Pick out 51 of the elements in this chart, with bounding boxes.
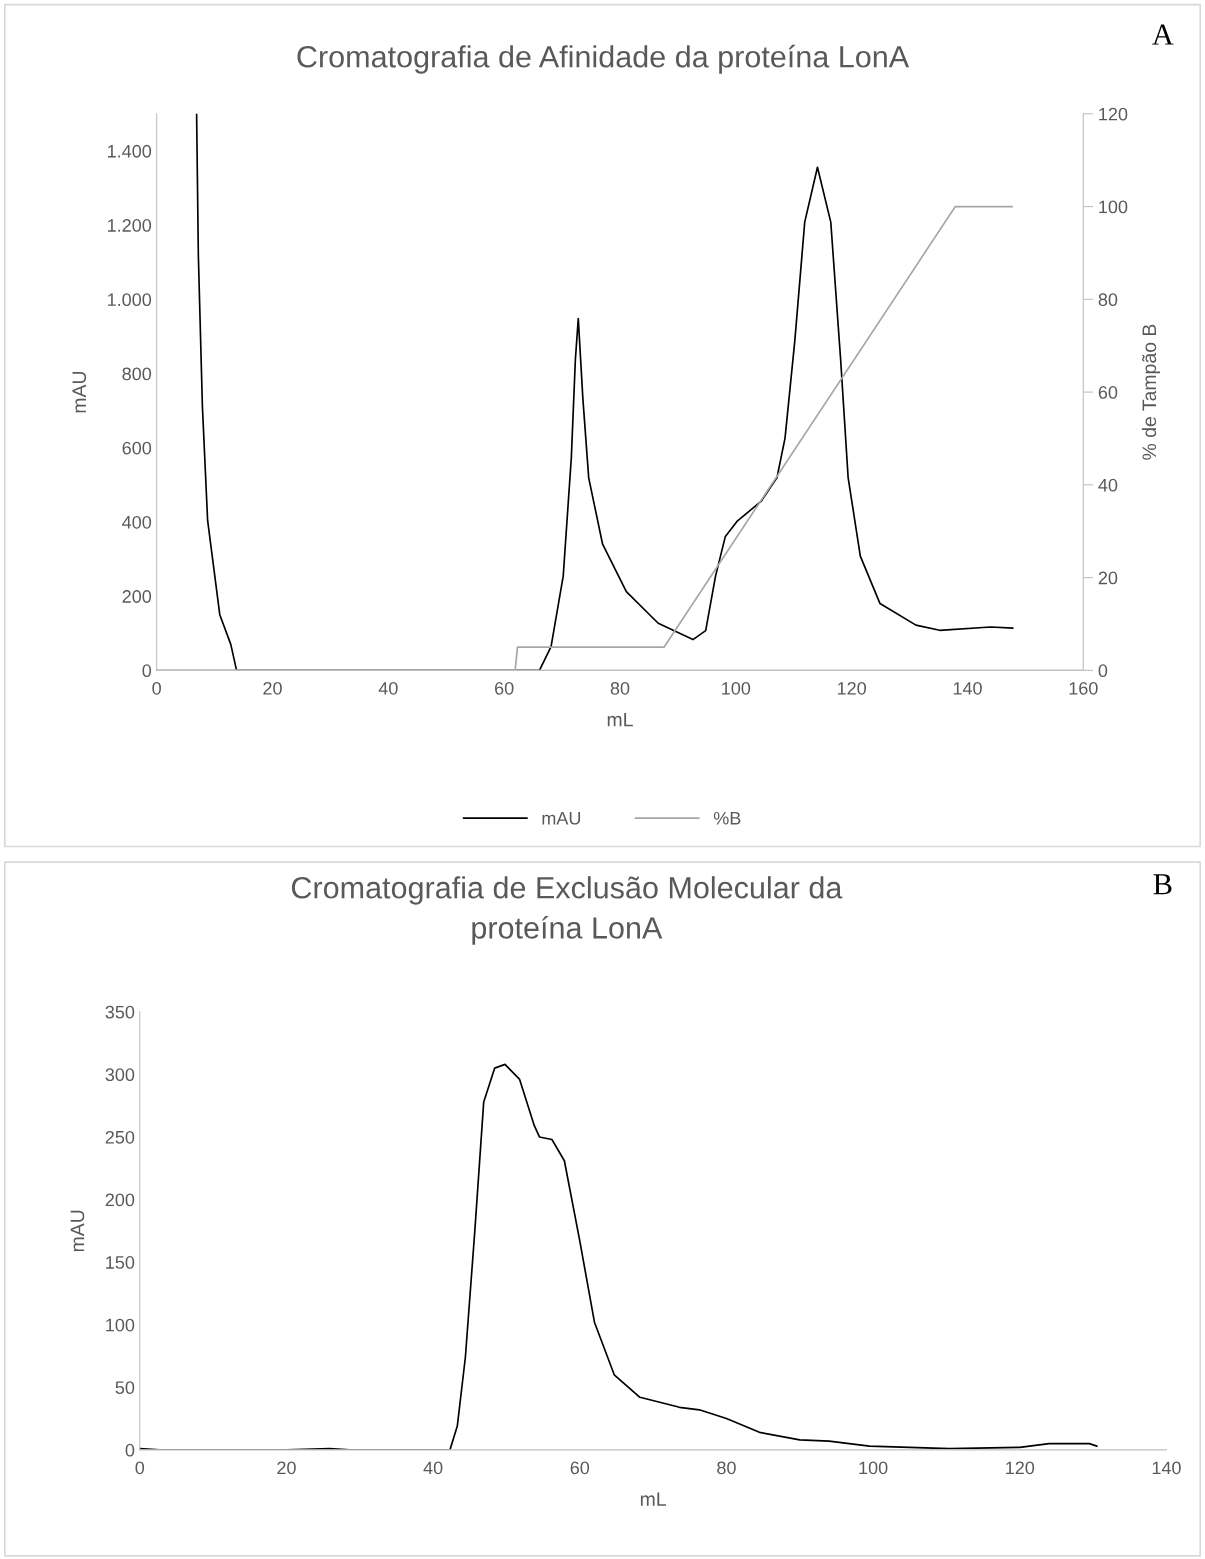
x-tick-label: 120 [837, 681, 866, 695]
x-tick-label: 140 [1152, 1461, 1181, 1475]
chart-title: Cromatografia de Exclusão Molecular da proteína LonA [291, 876, 843, 945]
y-tick-label: 50 [115, 1381, 135, 1395]
y-tick-label: 1.200 [107, 219, 152, 232]
y2-axis-title: % de Tampão B [1141, 324, 1161, 460]
legend-label: %B [713, 811, 741, 825]
y-tick-label: 1.000 [107, 293, 152, 307]
x-tick-label: 160 [1069, 681, 1098, 695]
x-tick-label: 20 [263, 681, 282, 695]
y-tick-label: 200 [105, 1193, 135, 1207]
x-tick-label: 60 [570, 1461, 590, 1475]
line-series [195, 113, 1014, 671]
x-tick-label: 100 [859, 1461, 888, 1475]
y2-tick-label: 40 [1098, 478, 1118, 492]
y2-tick-label: 60 [1098, 386, 1118, 399]
y2-tick-label: 100 [1099, 200, 1128, 214]
y-tick-label: 400 [122, 515, 152, 529]
x-tick-label: 20 [277, 1461, 296, 1475]
y-axis-title: mAU [70, 1210, 85, 1252]
x-tick-label: 0 [152, 681, 161, 695]
y-tick-label: 800 [122, 367, 152, 381]
y-tick-label: 0 [142, 664, 152, 678]
y-tick-label: 200 [122, 590, 152, 603]
x-tick-label: 80 [610, 681, 630, 695]
x-tick-label: 120 [1006, 1461, 1035, 1475]
y-tick-label: 150 [106, 1256, 135, 1269]
text: A [1152, 24, 1174, 45]
x-axis-title: mL [607, 712, 633, 727]
x-tick-label: 40 [378, 681, 398, 695]
y2-tick-label: 0 [1098, 664, 1108, 678]
y-tick-label: 350 [105, 1005, 135, 1019]
x-tick-label: 100 [722, 681, 751, 695]
y-tick-label: 600 [122, 441, 152, 455]
text: B [1153, 874, 1172, 895]
y-tick-label: 1.400 [107, 144, 152, 158]
y-tick-label: 0 [125, 1443, 135, 1457]
y-axis-title: mAU [72, 371, 87, 413]
x-tick-label: 60 [495, 681, 514, 695]
x-tick-label: 80 [717, 1461, 736, 1475]
y-tick-label: 300 [105, 1068, 135, 1082]
x-axis-title: mL [640, 1492, 666, 1506]
legend-label: mAU [542, 812, 581, 825]
x-tick-label: 140 [953, 681, 982, 695]
x-tick-label: 40 [423, 1461, 443, 1475]
y-tick-label: 100 [106, 1318, 135, 1332]
y2-tick-label: 80 [1098, 293, 1118, 307]
chart-title: Cromatografia de Afinidade da proteína LonA [297, 44, 910, 74]
y2-tick-label: 120 [1099, 107, 1128, 121]
y-tick-label: 250 [105, 1130, 135, 1144]
y2-tick-label: 20 [1098, 571, 1118, 585]
